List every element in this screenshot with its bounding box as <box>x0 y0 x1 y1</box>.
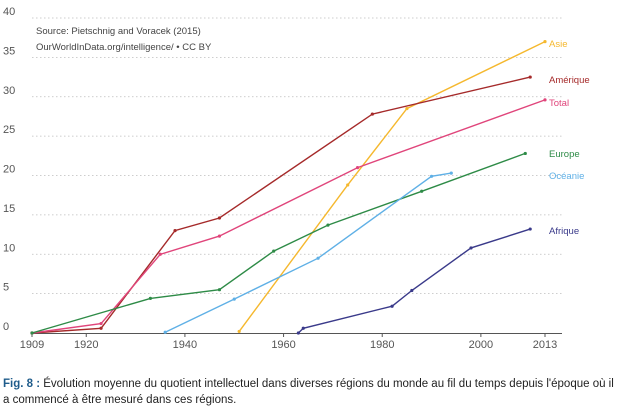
series-label-oceanie: Océanie <box>549 171 584 182</box>
y-tick-label: 20 <box>3 164 15 176</box>
y-tick-label: 35 <box>3 45 15 57</box>
y-tick-label: 10 <box>3 242 15 254</box>
data-point-europe <box>326 223 330 227</box>
line-chart: 0 5 10 15 20 25 30 35 40 1909 1920 1940 1960 1980 2000… <box>3 6 590 351</box>
data-point-oceanie <box>163 330 167 334</box>
series-label-asie: Asie <box>549 39 567 50</box>
series-line-amerique <box>31 76 531 334</box>
x-tick-label: 2013 <box>533 339 557 351</box>
data-point-asie <box>405 106 409 111</box>
data-point-total <box>217 234 222 238</box>
data-point-total <box>355 166 360 170</box>
data-point-total <box>158 252 162 256</box>
data-point-amerique <box>99 326 103 330</box>
data-point-oceanie <box>449 171 453 175</box>
data-point-amerique <box>173 229 177 233</box>
series-line-asie <box>238 40 546 332</box>
series-label-total: Total <box>549 98 569 109</box>
data-point-amerique <box>528 75 532 79</box>
x-tick-label: 1960 <box>271 339 295 351</box>
x-tick-label: 1940 <box>173 339 197 351</box>
x-tick-label: 2000 <box>469 339 493 351</box>
y-tick-label: 25 <box>3 124 15 136</box>
data-point-europe <box>148 296 152 300</box>
data-point-amerique <box>370 112 374 116</box>
data-point-afrique <box>301 326 305 330</box>
data-point-europe <box>30 331 34 335</box>
series-line-afrique <box>297 228 531 334</box>
y-tick-label: 15 <box>3 203 15 215</box>
data-point-total <box>99 321 103 326</box>
figure-label: Fig. 8 : <box>3 378 41 390</box>
data-point-europe <box>420 189 424 193</box>
series-label-amerique: Amérique <box>549 75 590 86</box>
data-point-afrique <box>390 304 394 308</box>
data-point-amerique <box>217 216 222 220</box>
data-point-afrique <box>528 227 532 231</box>
series-line-europe <box>31 152 526 334</box>
y-tick-label: 5 <box>3 282 9 294</box>
source-line-1: Source: Pietschnig and Voracek (2015) <box>36 26 201 37</box>
data-point-europe <box>523 151 527 156</box>
x-tick-label: 1980 <box>370 339 394 351</box>
chart-area: 0 5 10 15 20 25 30 35 40 1909 1920 1940 1960 1980 2000… <box>3 6 590 351</box>
y-tick-label: 30 <box>3 85 15 97</box>
data-point-asie <box>346 183 350 187</box>
data-point-europe <box>217 288 222 292</box>
data-point-afrique <box>296 331 300 335</box>
series-label-europe: Europe <box>549 149 580 160</box>
data-point-asie <box>543 40 547 44</box>
data-point-oceanie <box>316 256 320 260</box>
data-point-afrique <box>469 246 473 250</box>
caption-text: Évolution moyenne du quotient intellectu… <box>3 378 614 406</box>
y-tick-label: 0 <box>3 321 9 333</box>
data-point-oceanie <box>232 297 236 301</box>
figure-caption: Fig. 8 : Évolution moyenne du quotient i… <box>3 376 621 408</box>
x-tick-label: 1909 <box>20 339 44 351</box>
source-line-2: OurWorldInData.org/intelligence/ • CC BY <box>36 42 212 53</box>
x-tick-label: 1920 <box>74 339 98 351</box>
data-point-total <box>543 98 547 102</box>
series-line-total <box>31 99 546 334</box>
data-point-afrique <box>410 288 414 293</box>
series-line-oceanie <box>164 172 452 333</box>
data-point-oceanie <box>429 174 434 178</box>
data-point-europe <box>272 249 276 253</box>
series-label-afrique: Afrique <box>549 226 579 237</box>
data-point-asie <box>237 329 241 334</box>
y-tick-label: 40 <box>3 6 15 18</box>
